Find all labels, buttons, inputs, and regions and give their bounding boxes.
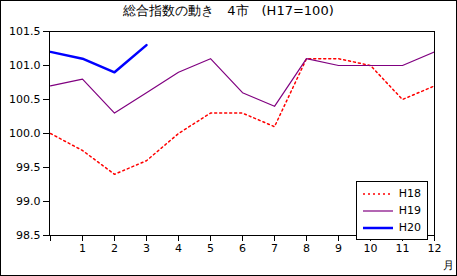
svg-text:99.0: 99.0: [16, 195, 41, 208]
svg-text:101.0: 101.0: [9, 59, 41, 72]
svg-text:99.5: 99.5: [16, 161, 41, 174]
svg-text:10: 10: [364, 242, 378, 255]
svg-text:98.5: 98.5: [16, 229, 41, 242]
svg-text:4: 4: [175, 242, 182, 255]
svg-text:11: 11: [396, 242, 410, 255]
svg-text:7: 7: [271, 242, 278, 255]
svg-text:8: 8: [303, 242, 310, 255]
svg-text:5: 5: [207, 242, 214, 255]
html-text:H18: H18: [398, 187, 421, 200]
html-text:H19: H19: [398, 204, 421, 217]
html-text:総合指数の動き 4市 (H17=100): 総合指数の動き 4市 (H17=100): [123, 3, 334, 18]
svg-text:101.5: 101.5: [9, 25, 41, 38]
svg-text:9: 9: [335, 242, 342, 255]
svg-text:100.0: 100.0: [9, 127, 41, 140]
html-text:H20: H20: [398, 221, 421, 234]
svg-text:12: 12: [428, 242, 442, 255]
svg-text:6: 6: [239, 242, 246, 255]
svg-text:2: 2: [111, 242, 118, 255]
svg-text:1: 1: [79, 242, 86, 255]
svg-text:月: 月: [443, 259, 454, 272]
svg-text:3: 3: [143, 242, 150, 255]
svg-text:100.5: 100.5: [9, 93, 41, 106]
